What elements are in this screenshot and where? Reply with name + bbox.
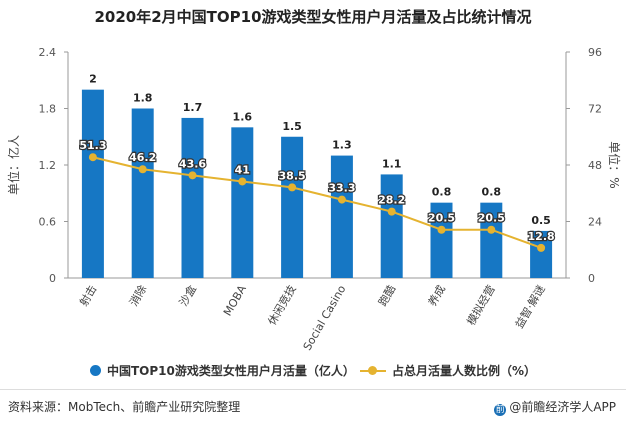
line-point	[138, 165, 147, 174]
x-tick-label: 模拟经营	[464, 283, 498, 328]
y-left-tick-label: 2.4	[39, 46, 57, 59]
line-value-label: 12.8	[528, 230, 555, 243]
bar-value-label: 1.8	[133, 92, 153, 105]
bar-value-label: 0.8	[432, 186, 452, 199]
bar-value-label: 1.6	[233, 110, 253, 123]
source-note: 资料来源：MobTech、前瞻产业研究院整理	[8, 400, 241, 414]
legend-bar-label: 中国TOP10游戏类型女性用户月活量（亿人）	[107, 364, 355, 378]
line-series	[92, 156, 542, 249]
y-left-tick-label: 1.2	[39, 159, 57, 172]
chart-plot: 0 0.6 1.2 1.8 2.4 0 24 48 72 96 单位：亿人 单位：% 2 1.8 1.7 1.…	[6, 46, 622, 353]
line-value-label: 51.3	[79, 139, 106, 152]
line-point	[487, 225, 496, 234]
line-point	[288, 183, 297, 192]
y-right-tick-label: 24	[588, 216, 602, 229]
bar-value-label: 1.1	[382, 157, 402, 170]
brand-note: 前 @前瞻经济学人APP	[494, 398, 616, 416]
y-right-tick-label: 48	[588, 159, 602, 172]
chart-title: 2020年2月中国TOP10游戏类型女性用户月活量及占比统计情况	[94, 8, 532, 26]
y-right-tick-label: 96	[588, 46, 602, 59]
chart-legend: 中国TOP10游戏类型女性用户月活量（亿人） 占总月活量人数比例（%）	[0, 362, 626, 380]
y-left-axis-title: 单位：亿人	[6, 135, 21, 195]
line-point	[238, 177, 247, 186]
x-tick-label: MOBA	[221, 283, 249, 319]
bar-value-label: 1.5	[282, 120, 302, 133]
y-right-tick-label: 72	[588, 103, 602, 116]
bar	[231, 127, 254, 278]
x-tick-label: 沙盒	[176, 283, 199, 309]
bar	[330, 155, 353, 278]
x-tick-label: 射击	[76, 283, 99, 309]
bar-value-label: 0.5	[531, 214, 551, 227]
line-value-label: 20.5	[478, 212, 505, 225]
x-tick-label: 消除	[126, 283, 149, 309]
x-tick-label: 跑酷	[375, 283, 398, 309]
bar-value-label: 1.7	[183, 101, 203, 114]
brand-logo-icon: 前	[494, 404, 507, 416]
bar-value-label: 1.3	[332, 139, 352, 152]
line-value-label: 20.5	[428, 212, 455, 225]
line-point	[387, 207, 396, 216]
line-value-label: 38.5	[279, 169, 306, 182]
x-tick-label: 休闲竞技	[265, 283, 299, 328]
bar	[281, 136, 304, 278]
y-left-tick-label: 1.8	[39, 103, 57, 116]
bar	[131, 108, 154, 278]
line-point	[337, 195, 346, 204]
x-tick-label: Social Casino	[301, 283, 349, 353]
bar	[181, 117, 204, 279]
legend-item-line: 占总月活量人数比例（%）	[360, 362, 536, 379]
x-tick-label: 养成	[425, 283, 448, 309]
line-value-label: 46.2	[129, 151, 156, 164]
legend-line-label: 占总月活量人数比例（%）	[392, 364, 537, 378]
bar	[81, 89, 104, 279]
x-tick-label: 益智·解谜	[512, 283, 548, 331]
y-right-tick-label: 0	[588, 272, 595, 285]
legend-item-bar: 中国TOP10游戏类型女性用户月活量（亿人）	[90, 362, 355, 379]
brand-label: @前瞻经济学人APP	[509, 400, 616, 414]
bar-value-label: 0.8	[482, 186, 502, 199]
y-right-axis-title: 单位：%	[607, 141, 622, 188]
line-value-label: 43.6	[179, 157, 206, 170]
footer-divider	[0, 389, 626, 390]
bar	[530, 230, 553, 278]
legend-line-swatch	[360, 365, 386, 376]
line-value-label: 33.3	[328, 182, 355, 195]
line-point	[437, 225, 446, 234]
line-value-label: 41	[235, 163, 250, 176]
line-point	[188, 171, 197, 180]
bar-value-label: 2	[89, 73, 97, 86]
y-left-tick-label: 0.6	[39, 216, 57, 229]
line-point	[88, 153, 97, 162]
line-point	[537, 243, 546, 252]
y-left-tick-label: 0	[49, 272, 56, 285]
legend-bar-swatch	[90, 365, 101, 376]
bar	[480, 202, 503, 278]
line-value-label: 28.2	[378, 194, 405, 207]
bar	[380, 174, 403, 278]
bar	[430, 202, 453, 278]
